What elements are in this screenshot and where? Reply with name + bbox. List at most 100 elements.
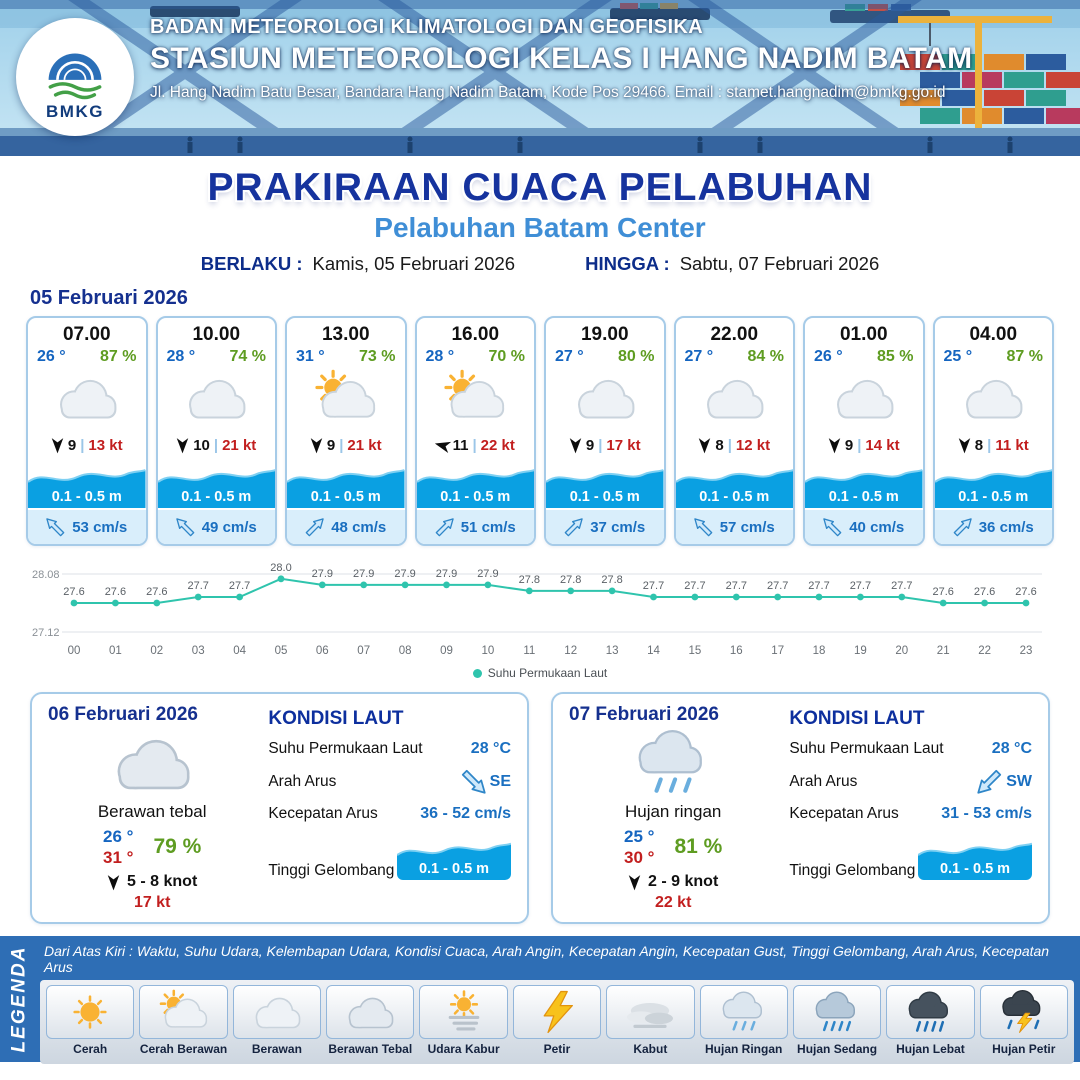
svg-text:14: 14 xyxy=(647,645,660,657)
wave-height-label: Tinggi Gelombang xyxy=(789,862,916,879)
day-temps: 25 ° 30 ° 81 % xyxy=(624,826,722,868)
valid-from-value: Kamis, 05 Februari 2026 xyxy=(312,253,516,274)
hourly-forecast-row: 07.00 26 ° 87 % 9 | 13 kt 0.1 - 0.5 m 53… xyxy=(26,316,1054,546)
svg-text:21: 21 xyxy=(937,645,950,657)
air-temperature: 27 ° xyxy=(684,348,714,365)
gust-speed: 22 kt xyxy=(480,436,515,454)
legend-item: Petir xyxy=(512,985,602,1059)
sst-label: Suhu Permukaan Laut xyxy=(789,740,944,757)
current-speed-row: Kecepatan Arus 36 - 52 cm/s xyxy=(268,805,511,823)
port-name: Pelabuhan Batam Center xyxy=(374,212,706,243)
wind-speed: 9 xyxy=(326,436,336,454)
svg-text:12: 12 xyxy=(564,645,577,657)
wave-height: 0.1 - 0.5 m xyxy=(699,489,770,505)
svg-text:20: 20 xyxy=(895,645,908,657)
valid-until: HINGGA : Sabtu, 07 Februari 2026 xyxy=(585,253,879,275)
wind-row: 9 | 14 kt xyxy=(805,430,923,460)
svg-text:13: 13 xyxy=(606,645,619,657)
legend-item: Cerah xyxy=(46,985,135,1059)
page-title: PRAKIRAAN CUACA PELABUHAN xyxy=(207,166,873,209)
wind-row: 8 | 11 kt xyxy=(935,430,1053,460)
air-temperature: 28 ° xyxy=(166,348,196,365)
agency-name: BADAN METEOROLOGI KLIMATOLOGI DAN GEOFIS… xyxy=(150,16,704,38)
current-direction-icon xyxy=(823,517,842,537)
current-speed-row: Kecepatan Arus 31 - 53 cm/s xyxy=(789,805,1032,823)
header-port-illustration xyxy=(0,0,1080,156)
wind-row: 11 | 22 kt xyxy=(417,430,535,460)
weather-icon-cerah-berawan xyxy=(287,366,405,430)
day-gust: 17 kt xyxy=(133,894,171,911)
wave-height-box: 0.1 - 0.5 m xyxy=(397,836,511,880)
sst-label: Suhu Permukaan Laut xyxy=(268,740,423,757)
separator: | xyxy=(727,436,732,454)
air-temperature: 25 ° xyxy=(943,348,973,365)
wave-height: 0.1 - 0.5 m xyxy=(569,489,640,505)
separator: | xyxy=(472,436,477,454)
current-row: 51 cm/s xyxy=(416,508,534,544)
separator: | xyxy=(339,436,344,454)
validity-period: BERLAKU : Kamis, 05 Februari 2026 HINGGA… xyxy=(0,253,1080,275)
sea-surface-temperature-chart: 28.08 27.12 27.6 00 27.6 01 27.6 02 27.7 03 27.7 04… xyxy=(26,554,1054,682)
current-speed-label: Kecepatan Arus xyxy=(789,805,899,822)
svg-text:05: 05 xyxy=(275,645,288,657)
current-speed: 40 cm/s xyxy=(849,518,905,536)
svg-text:27.6: 27.6 xyxy=(1015,586,1036,598)
svg-text:01: 01 xyxy=(109,645,122,657)
separator: | xyxy=(213,436,219,454)
humidity: 87 % xyxy=(1006,348,1043,365)
humidity: 87 % xyxy=(100,348,137,365)
legend-label: Hujan Petir xyxy=(992,1042,1056,1056)
legend-icon-berawan-tebal xyxy=(326,985,415,1039)
svg-text:27.7: 27.7 xyxy=(767,580,788,592)
current-direction-icon xyxy=(176,517,195,537)
legend-icon-udara-kabur xyxy=(419,985,508,1039)
wind-range: 2 - 9 knot xyxy=(648,873,719,890)
forecast-card: 22.00 27 ° 84 % 8 | 12 kt 0.1 - 0.5 m 57… xyxy=(673,316,795,546)
current-direction-icon xyxy=(46,517,65,537)
wind-direction-icon xyxy=(698,437,711,454)
day-humidity: 81 % xyxy=(674,835,723,858)
svg-text:09: 09 xyxy=(440,645,453,657)
humidity: 73 % xyxy=(359,348,396,365)
separator: | xyxy=(857,436,862,454)
current-direction-value: SW xyxy=(1006,772,1032,790)
day-gust: 22 kt xyxy=(654,894,692,911)
humidity: 85 % xyxy=(877,348,914,365)
current-speed-value: 31 - 53 cm/s xyxy=(941,805,1032,822)
legend-icon-hujan-ringan xyxy=(699,985,788,1039)
forecast-time: 01.00 xyxy=(839,324,888,345)
current-direction-row: Arah Arus SE xyxy=(268,769,511,794)
wave-height-band: 0.1 - 0.5 m xyxy=(287,462,405,508)
legend-icon-hujan-sedang xyxy=(792,985,882,1039)
svg-text:17: 17 xyxy=(771,645,784,657)
forecast-time: 04.00 xyxy=(969,324,1018,345)
wave-height-band: 0.1 - 0.5 m xyxy=(546,462,664,508)
wind-speed: 9 xyxy=(844,436,854,454)
svg-text:18: 18 xyxy=(813,645,826,657)
sea-conditions: KONDISI LAUT Suhu Permukaan Laut 28 °C A… xyxy=(777,704,1032,912)
day-weather-icon xyxy=(614,726,732,800)
wave-height-band: 0.1 - 0.5 m xyxy=(416,462,534,508)
station-name: STASIUN METEOROLOGI KELAS I HANG NADIM B… xyxy=(150,42,973,75)
legend-label: Cerah xyxy=(73,1042,108,1056)
current-speed: 49 cm/s xyxy=(201,518,257,536)
humidity: 70 % xyxy=(488,348,525,365)
svg-text:27.7: 27.7 xyxy=(643,580,664,592)
gust-speed: 21 kt xyxy=(222,436,257,454)
air-temperature: 26 ° xyxy=(814,348,843,365)
svg-text:27.6: 27.6 xyxy=(974,586,995,598)
legend-label: Berawan Tebal xyxy=(328,1042,413,1056)
legend-icon-hujan-lebat xyxy=(886,985,975,1039)
current-speed: 57 cm/s xyxy=(719,518,775,536)
legend-item: Hujan Lebat xyxy=(886,985,975,1059)
bmkg-emblem-icon xyxy=(48,53,102,100)
wind-speed: 11 xyxy=(452,436,469,454)
current-direction-icon xyxy=(694,517,713,537)
svg-text:00: 00 xyxy=(68,645,81,657)
current-speed: 53 cm/s xyxy=(72,518,128,536)
station-address: Jl. Hang Nadim Batu Besar, Bandara Hang … xyxy=(150,84,946,101)
current-speed-value: 36 - 52 cm/s xyxy=(420,805,511,822)
wave-height: 0.1 - 0.5 m xyxy=(958,489,1029,505)
humidity: 74 % xyxy=(229,348,266,365)
